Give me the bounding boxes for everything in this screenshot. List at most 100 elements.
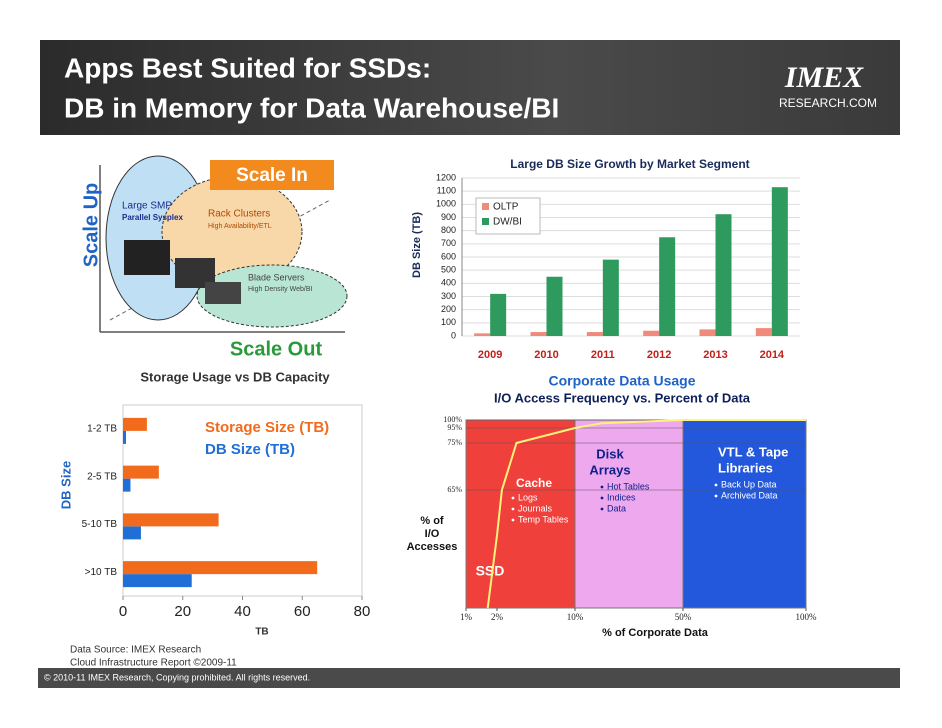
bar	[123, 430, 126, 444]
y-tick-label: 500	[441, 265, 456, 275]
node-label: Blade Servers	[248, 272, 305, 282]
legend-label: DB Size (TB)	[205, 441, 295, 458]
bar	[123, 478, 131, 492]
x-tick-label: 2009	[478, 349, 502, 361]
region-item: Archived Data	[721, 490, 778, 500]
title: DB in Memory for Data Warehouse/BI	[64, 92, 559, 123]
region	[465, 419, 576, 609]
server-icon	[124, 240, 170, 275]
x-tick-label: 2014	[760, 349, 785, 361]
x-tick-label: 2010	[534, 349, 558, 361]
y-tick-label: 900	[441, 212, 456, 222]
legend-box	[475, 197, 541, 235]
x-tick-label: 1%	[460, 612, 473, 622]
bullet	[714, 483, 718, 487]
region-label: VTL & Tape	[718, 444, 788, 459]
x-tick-label: 10%	[567, 612, 584, 622]
x-tick-label: 40	[234, 603, 251, 620]
legend-swatch	[482, 218, 489, 225]
logo-subtitle: RESEARCH.COM	[779, 96, 877, 110]
region-label: SSD	[476, 563, 505, 579]
title: Apps Best Suited for SSDs:	[64, 52, 431, 83]
y-tick-label: 75%	[447, 438, 462, 447]
bar	[474, 333, 491, 336]
y-tick-label: 200	[441, 304, 456, 314]
y-axis-label: DB Size	[58, 461, 73, 509]
x-tick-label: 0	[119, 603, 127, 620]
line	[486, 419, 806, 609]
x-tick-label: 2013	[703, 349, 727, 361]
y-tick-label: 65%	[447, 485, 462, 494]
y-tick-label: 0	[451, 330, 456, 340]
region-label: Disk	[596, 446, 624, 461]
y-tick-label: 800	[441, 225, 456, 235]
x-axis-label: TB	[255, 627, 268, 638]
node-sublabel: Parallel Sysplex	[122, 213, 183, 222]
y-axis-label: % of	[420, 515, 444, 527]
bar	[602, 259, 619, 336]
node-label: Rack Clusters	[208, 209, 270, 220]
chart-title: Corporate Data Usage	[548, 373, 695, 389]
region	[574, 419, 684, 609]
legend-label: OLTP	[493, 202, 519, 213]
bar	[123, 526, 141, 540]
bar	[771, 187, 788, 336]
region	[682, 419, 807, 609]
bullet	[511, 496, 515, 500]
bullet	[600, 496, 604, 500]
bar	[123, 574, 192, 588]
y-axis-label: I/O	[425, 528, 440, 540]
x-tick-label: 2011	[591, 349, 615, 361]
x-tick-label: 2012	[647, 349, 671, 361]
y-tick-label: 600	[441, 251, 456, 261]
y-tick-label: 5-10 TB	[82, 519, 118, 530]
scale-up: Scale Up	[80, 183, 102, 267]
x-tick-label: 60	[294, 603, 311, 620]
bullet	[600, 485, 604, 489]
ellipse	[196, 264, 348, 328]
y-tick-label: 700	[441, 238, 456, 248]
bar	[586, 332, 603, 336]
bar	[755, 328, 772, 336]
node-label: Large SMP	[122, 201, 172, 212]
source: Data Source: IMEX Research	[70, 645, 201, 656]
bullet	[511, 507, 515, 511]
y-tick-label: 2-5 TB	[87, 471, 117, 482]
bar	[490, 293, 507, 336]
bar	[546, 276, 563, 336]
annotation-item: Journals	[518, 503, 553, 513]
region-item: Indices	[607, 492, 636, 502]
y-tick-label: 400	[441, 278, 456, 288]
y-tick-label: 95%	[447, 423, 462, 432]
y-axis-label: Accesses	[407, 541, 458, 553]
bar	[643, 330, 660, 336]
legend-swatch	[482, 203, 489, 210]
node-sublabel: High Density Web/BI	[248, 286, 313, 293]
x-tick-label: 80	[354, 603, 371, 620]
chart-title: Large DB Size Growth by Market Segment	[510, 157, 749, 171]
bar	[123, 561, 318, 575]
y-tick-label: 1100	[437, 186, 456, 196]
scale-out: Scale Out	[230, 338, 323, 360]
logo: IMEX	[784, 61, 864, 94]
x-tick-label: 100%	[796, 612, 818, 622]
bullet	[511, 518, 515, 522]
region-label: Arrays	[589, 462, 630, 477]
server-icon	[205, 282, 241, 304]
y-tick-label: 100%	[443, 415, 462, 424]
bar	[123, 465, 159, 479]
bullet	[714, 494, 718, 498]
y-tick-label: 100	[441, 317, 456, 327]
footer-band	[38, 668, 900, 688]
node-sublabel: High Availability/ETL	[208, 223, 272, 230]
bar	[530, 332, 547, 336]
header-band	[40, 40, 900, 135]
y-tick-label: 1000	[436, 199, 456, 209]
bar	[123, 417, 147, 431]
source: Cloud Infrastructure Report ©2009-11	[70, 658, 237, 669]
bar	[123, 513, 219, 527]
x-tick-label: 2%	[491, 612, 504, 622]
annotation-item: Temp Tables	[518, 514, 569, 524]
annotation-item: Logs	[518, 492, 538, 502]
